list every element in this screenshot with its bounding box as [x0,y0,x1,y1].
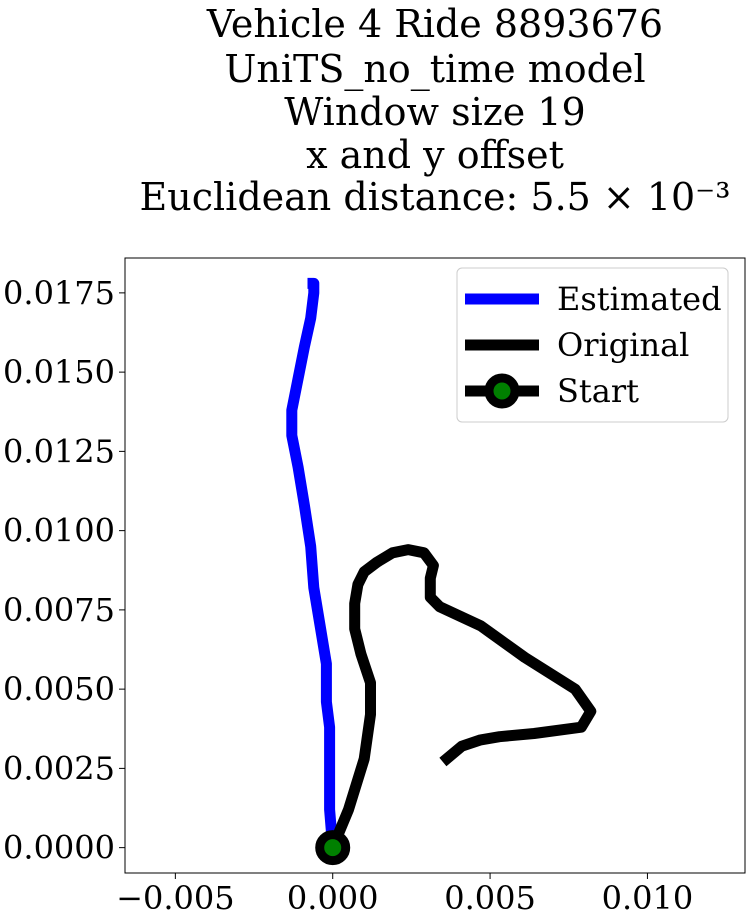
y-tick-label: 0.0100 [3,512,115,550]
legend-start-marker [484,373,520,409]
title-line-2: UniTS_no_time model [224,47,646,91]
y-tick-label: 0.0000 [3,829,115,867]
x-tick-label: 0.010 [602,879,694,917]
series-layer [286,277,597,866]
legend-label-estimated: Estimated [557,280,722,318]
axes: −0.005 0.000 0.005 0.010 0.0000 0.0025 0.0050 0… [3,257,746,917]
title-line-1: Vehicle 4 Ride 8893676 [206,2,664,46]
plot-frame [124,257,746,874]
x-tick-label: −0.005 [116,879,234,917]
legend-label-start: Start [557,372,639,410]
y-tick-label: 0.0150 [3,353,115,391]
y-tick-label: 0.0175 [3,274,115,312]
y-tick-label: 0.0050 [3,670,115,708]
series-line-original [327,544,597,850]
series-line-estimated [286,277,339,849]
start-marker [315,830,351,866]
title-line-4: x and y offset [306,133,564,177]
y-tick-label: 0.0125 [3,432,115,470]
x-tick-label: 0.000 [287,879,379,917]
legend-label-original: Original [557,326,689,364]
y-tick-label: 0.0075 [3,591,115,629]
legend: Estimated Original Start [456,267,729,423]
x-tick-label: 0.005 [444,879,536,917]
y-tick-label: 0.0025 [3,749,115,787]
title-line-3: Window size 19 [284,90,586,134]
title-line-5: Euclidean distance: 5.5 × 10⁻³ [139,175,731,219]
legend-box [456,267,729,423]
